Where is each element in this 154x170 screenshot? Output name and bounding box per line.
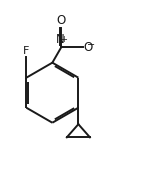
Text: O: O [83, 41, 93, 54]
Text: O: O [57, 14, 66, 27]
Text: N: N [56, 33, 65, 46]
Text: −: − [87, 40, 95, 50]
Text: +: + [60, 35, 67, 44]
Text: F: F [23, 46, 30, 56]
